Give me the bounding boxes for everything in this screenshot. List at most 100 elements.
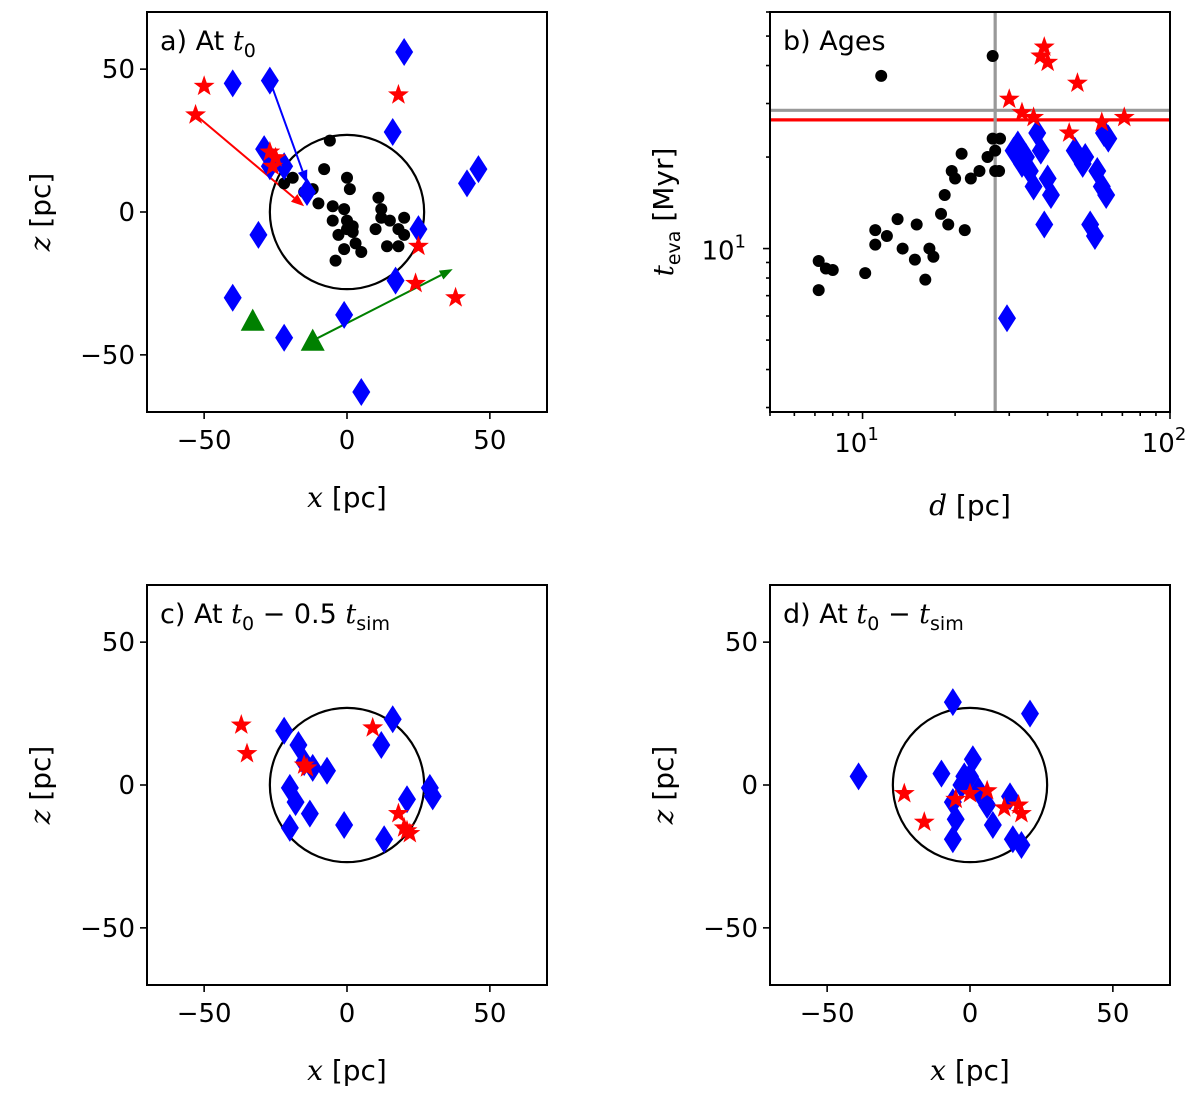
data-point-blue (383, 705, 402, 734)
data-point-black (341, 171, 353, 184)
data-point-black (329, 254, 342, 267)
data-point-black (355, 246, 368, 258)
data-point-black (398, 228, 411, 241)
data-point-red (1008, 794, 1030, 814)
data-point-black (910, 218, 923, 231)
data-point-black (869, 224, 882, 237)
panel-b: 101 102 101 b) Ages d [pc] teva [Myr] (647, 11, 1187, 522)
data-point-black (949, 172, 962, 185)
data-point-blue (955, 762, 974, 791)
data-point-red (1037, 51, 1059, 72)
x-tick-label: 102 (1142, 424, 1187, 459)
data-point-red (407, 235, 429, 256)
data-point-black (369, 223, 382, 236)
data-point-blue (963, 745, 982, 774)
data-point-black (812, 255, 825, 268)
data-point-black (346, 220, 359, 233)
data-point-black (392, 240, 405, 253)
panel-a-title: a) At t0 (160, 26, 256, 62)
data-point-red (293, 754, 315, 774)
data-point-green (240, 308, 265, 331)
panel-b-xlabel: d [pc] (929, 489, 1011, 522)
data-point-red (259, 141, 281, 161)
data-point-blue (1099, 124, 1118, 153)
data-point-black (942, 218, 955, 231)
data-point-black (812, 284, 825, 297)
data-point-blue (352, 378, 371, 406)
panel-c-frame (146, 584, 548, 986)
data-point-black (312, 197, 325, 210)
x-tick-label: 50 (473, 426, 506, 456)
data-point-black (891, 213, 904, 226)
data-point-red (387, 802, 409, 823)
y-tick-label: 50 (725, 628, 758, 658)
y-tick-label: −50 (703, 914, 758, 944)
data-point-black (338, 243, 351, 256)
panel-a: −50 0 50 −50 0 50 a) At t0 x [pc] z [pc] (24, 11, 548, 514)
data-point-red (236, 742, 258, 763)
data-point-blue (300, 799, 319, 828)
data-point-blue (275, 323, 294, 352)
data-point-red (387, 83, 409, 104)
data-point-black (869, 238, 882, 251)
data-point-red (959, 782, 981, 803)
data-point-black (323, 134, 336, 147)
data-point-blue (1076, 143, 1095, 172)
data-point-black (993, 164, 1006, 177)
data-point-red (230, 714, 252, 734)
data-point-black (278, 177, 291, 190)
data-point-blue (335, 811, 354, 839)
y-tick-label: 0 (118, 198, 135, 228)
data-point-red (893, 782, 915, 803)
panel-c-title: c) At t0 − 0.5 tsim (160, 599, 390, 635)
data-point-blue (1097, 181, 1116, 210)
data-point-red (993, 796, 1015, 817)
data-point-blue (335, 300, 354, 329)
data-point-blue (1012, 831, 1031, 859)
data-point-red (185, 103, 207, 124)
data-point-blue (943, 688, 962, 717)
data-point-blue (423, 782, 442, 811)
x-tick-label: 101 (834, 424, 879, 459)
data-point-black (326, 214, 339, 227)
panel-d-title: d) At t0 − tsim (783, 599, 964, 635)
data-point-blue (249, 220, 268, 249)
data-point-black (938, 189, 951, 202)
data-point-blue (458, 169, 476, 198)
data-point-red (193, 75, 215, 96)
data-point-blue (375, 825, 394, 854)
data-point-blue (946, 805, 965, 834)
data-point-blue (286, 788, 305, 817)
x-tick-label: 0 (339, 999, 356, 1029)
data-point-blue (372, 731, 391, 759)
data-point-black (989, 144, 1002, 157)
data-point-blue (849, 762, 868, 791)
data-point-blue (383, 118, 402, 146)
reference-circle (891, 706, 1049, 864)
data-point-red (913, 811, 935, 832)
data-point-blue (943, 825, 962, 854)
data-point-red (1011, 101, 1033, 122)
panel-d-ylabel: z [pc] (647, 746, 680, 826)
data-point-red (405, 272, 427, 293)
data-point-black (896, 242, 909, 255)
data-point-red (1010, 802, 1032, 823)
trajectory-arrow (312, 274, 442, 342)
data-point-black (875, 69, 888, 82)
data-point-black (994, 132, 1007, 145)
data-point-black (383, 214, 396, 227)
data-point-blue (275, 716, 294, 745)
data-point-black (973, 164, 986, 177)
data-point-black (958, 224, 971, 237)
data-point-red (1023, 106, 1045, 127)
data-point-black (826, 264, 839, 277)
data-point-red (1091, 111, 1113, 132)
data-point-red (362, 716, 384, 737)
data-point-black (927, 250, 940, 263)
data-point-blue (1035, 210, 1054, 239)
y-tick-label: 50 (102, 628, 135, 658)
data-point-black (919, 273, 932, 286)
data-point-black (326, 200, 339, 213)
